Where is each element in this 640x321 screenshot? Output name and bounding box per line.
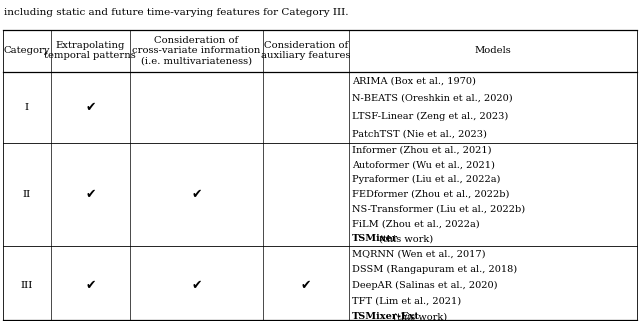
Text: Category: Category xyxy=(4,46,50,55)
Text: NS-Transformer (Liu et al., 2022b): NS-Transformer (Liu et al., 2022b) xyxy=(352,204,525,214)
Text: ✔: ✔ xyxy=(301,279,311,292)
Text: including static and future time-varying features for Category III.: including static and future time-varying… xyxy=(4,8,349,17)
Text: MQRNN (Wen et al., 2017): MQRNN (Wen et al., 2017) xyxy=(352,249,485,258)
Text: DSSM (Rangapuram et al., 2018): DSSM (Rangapuram et al., 2018) xyxy=(352,265,517,274)
Text: TFT (Lim et al., 2021): TFT (Lim et al., 2021) xyxy=(352,296,461,305)
Text: Consideration of
cross-variate information
(i.e. multivariateness): Consideration of cross-variate informati… xyxy=(132,36,260,65)
Text: I: I xyxy=(25,103,29,112)
Text: Autoformer (Wu et al., 2021): Autoformer (Wu et al., 2021) xyxy=(352,160,495,169)
Text: Pyraformer (Liu et al., 2022a): Pyraformer (Liu et al., 2022a) xyxy=(352,175,500,184)
Text: PatchTST (Nie et al., 2023): PatchTST (Nie et al., 2023) xyxy=(352,129,486,138)
Text: ✔: ✔ xyxy=(191,188,202,201)
Text: ARIMA (Box et al., 1970): ARIMA (Box et al., 1970) xyxy=(352,76,476,85)
Text: LTSF-Linear (Zeng et al., 2023): LTSF-Linear (Zeng et al., 2023) xyxy=(352,112,508,121)
Text: N-BEATS (Oreshkin et al., 2020): N-BEATS (Oreshkin et al., 2020) xyxy=(352,94,513,103)
Text: FEDformer (Zhou et al., 2022b): FEDformer (Zhou et al., 2022b) xyxy=(352,190,509,199)
Text: (this work): (this work) xyxy=(390,312,447,321)
Text: ✔: ✔ xyxy=(85,279,95,292)
Text: Models: Models xyxy=(474,46,511,55)
Text: III: III xyxy=(20,281,33,290)
Text: ✔: ✔ xyxy=(191,279,202,292)
Text: TSMixer: TSMixer xyxy=(352,234,397,243)
Text: ✔: ✔ xyxy=(85,188,95,201)
Text: Consideration of
auxiliary features: Consideration of auxiliary features xyxy=(261,41,351,60)
Text: FiLM (Zhou et al., 2022a): FiLM (Zhou et al., 2022a) xyxy=(352,219,479,228)
Text: TSMixer-Ext: TSMixer-Ext xyxy=(352,312,420,321)
Text: Extrapolating
temporal patterns: Extrapolating temporal patterns xyxy=(44,41,136,60)
Text: II: II xyxy=(23,190,31,199)
Text: DeepAR (Salinas et al., 2020): DeepAR (Salinas et al., 2020) xyxy=(352,281,497,290)
Text: (this work): (this work) xyxy=(376,234,433,243)
Text: Informer (Zhou et al., 2021): Informer (Zhou et al., 2021) xyxy=(352,146,492,155)
Text: ✔: ✔ xyxy=(85,101,95,114)
